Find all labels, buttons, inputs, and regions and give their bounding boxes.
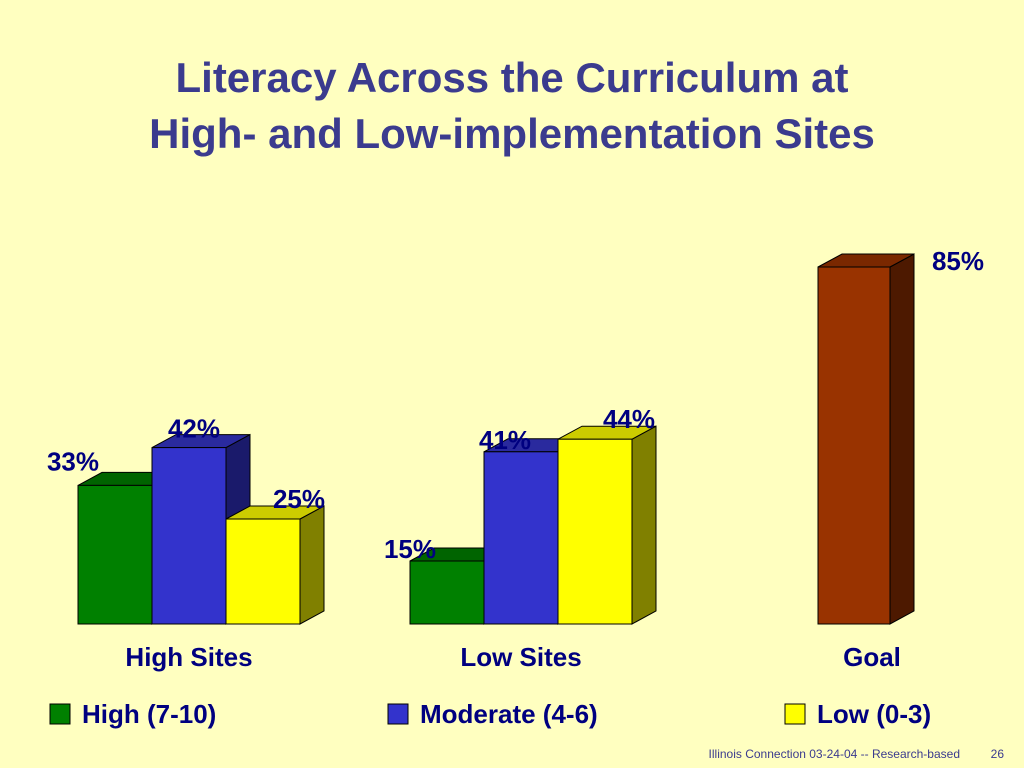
bar-low-sites-low-0-3	[557, 425, 657, 625]
legend-label-low-0-3: Low (0-3)	[817, 699, 931, 729]
data-label-low-sites-low-0-3: 44%	[603, 404, 655, 434]
bar-high-sites-low-0-3	[225, 505, 325, 625]
category-label-low-sites: Low Sites	[460, 642, 581, 672]
legend-swatch-low-0-3	[784, 703, 806, 725]
slide-title: Literacy Across the Curriculum at High- …	[0, 50, 1024, 162]
bar-high-sites-high-7-10-front	[77, 484, 153, 625]
data-label-goal: 85%	[932, 246, 984, 276]
data-label-low-sites-moderate-4-6: 41%	[479, 425, 531, 455]
bar-goal-side	[889, 253, 915, 625]
bar-high-sites-low-0-3-front	[225, 518, 301, 625]
legend-swatch-high-7-10	[49, 703, 71, 725]
data-label-low-sites-high-7-10: 15%	[384, 534, 436, 564]
page-number: 26	[990, 747, 1004, 761]
bar-low-sites-moderate-4-6-front	[483, 451, 559, 625]
slide-footer: Illinois Connection 03-24-04 -- Research…	[0, 747, 1024, 765]
legend-label-moderate-4-6: Moderate (4-6)	[420, 699, 598, 729]
bar-goal	[817, 253, 915, 625]
bar-chart: 33% 42% 25% High Sites 15% 41% 44% Low Sites 85%…	[47, 246, 984, 729]
bar-low-sites-low-0-3-front	[557, 438, 633, 625]
slide-title-line-2: High- and Low-implementation Sites	[149, 110, 875, 157]
data-label-high-sites-moderate-4-6: 42%	[168, 414, 220, 444]
bar-low-sites-high-7-10-front	[409, 560, 485, 625]
bar-goal-front	[817, 266, 891, 625]
bar-low-sites-low-0-3-side	[631, 425, 657, 625]
legend-swatch-moderate-4-6	[387, 703, 409, 725]
data-label-high-sites-low-0-3: 25%	[273, 484, 325, 514]
category-label-goal: Goal	[843, 642, 901, 672]
bar-high-sites-moderate-4-6-front	[151, 447, 227, 625]
bar-high-sites-low-0-3-side	[299, 505, 325, 625]
data-label-high-sites-high-7-10: 33%	[47, 446, 99, 476]
category-label-high-sites: High Sites	[125, 642, 252, 672]
legend-label-high-7-10: High (7-10)	[82, 699, 216, 729]
footer-source: Illinois Connection 03-24-04 -- Research…	[708, 747, 960, 761]
slide-title-line-1: Literacy Across the Curriculum at	[175, 54, 849, 101]
